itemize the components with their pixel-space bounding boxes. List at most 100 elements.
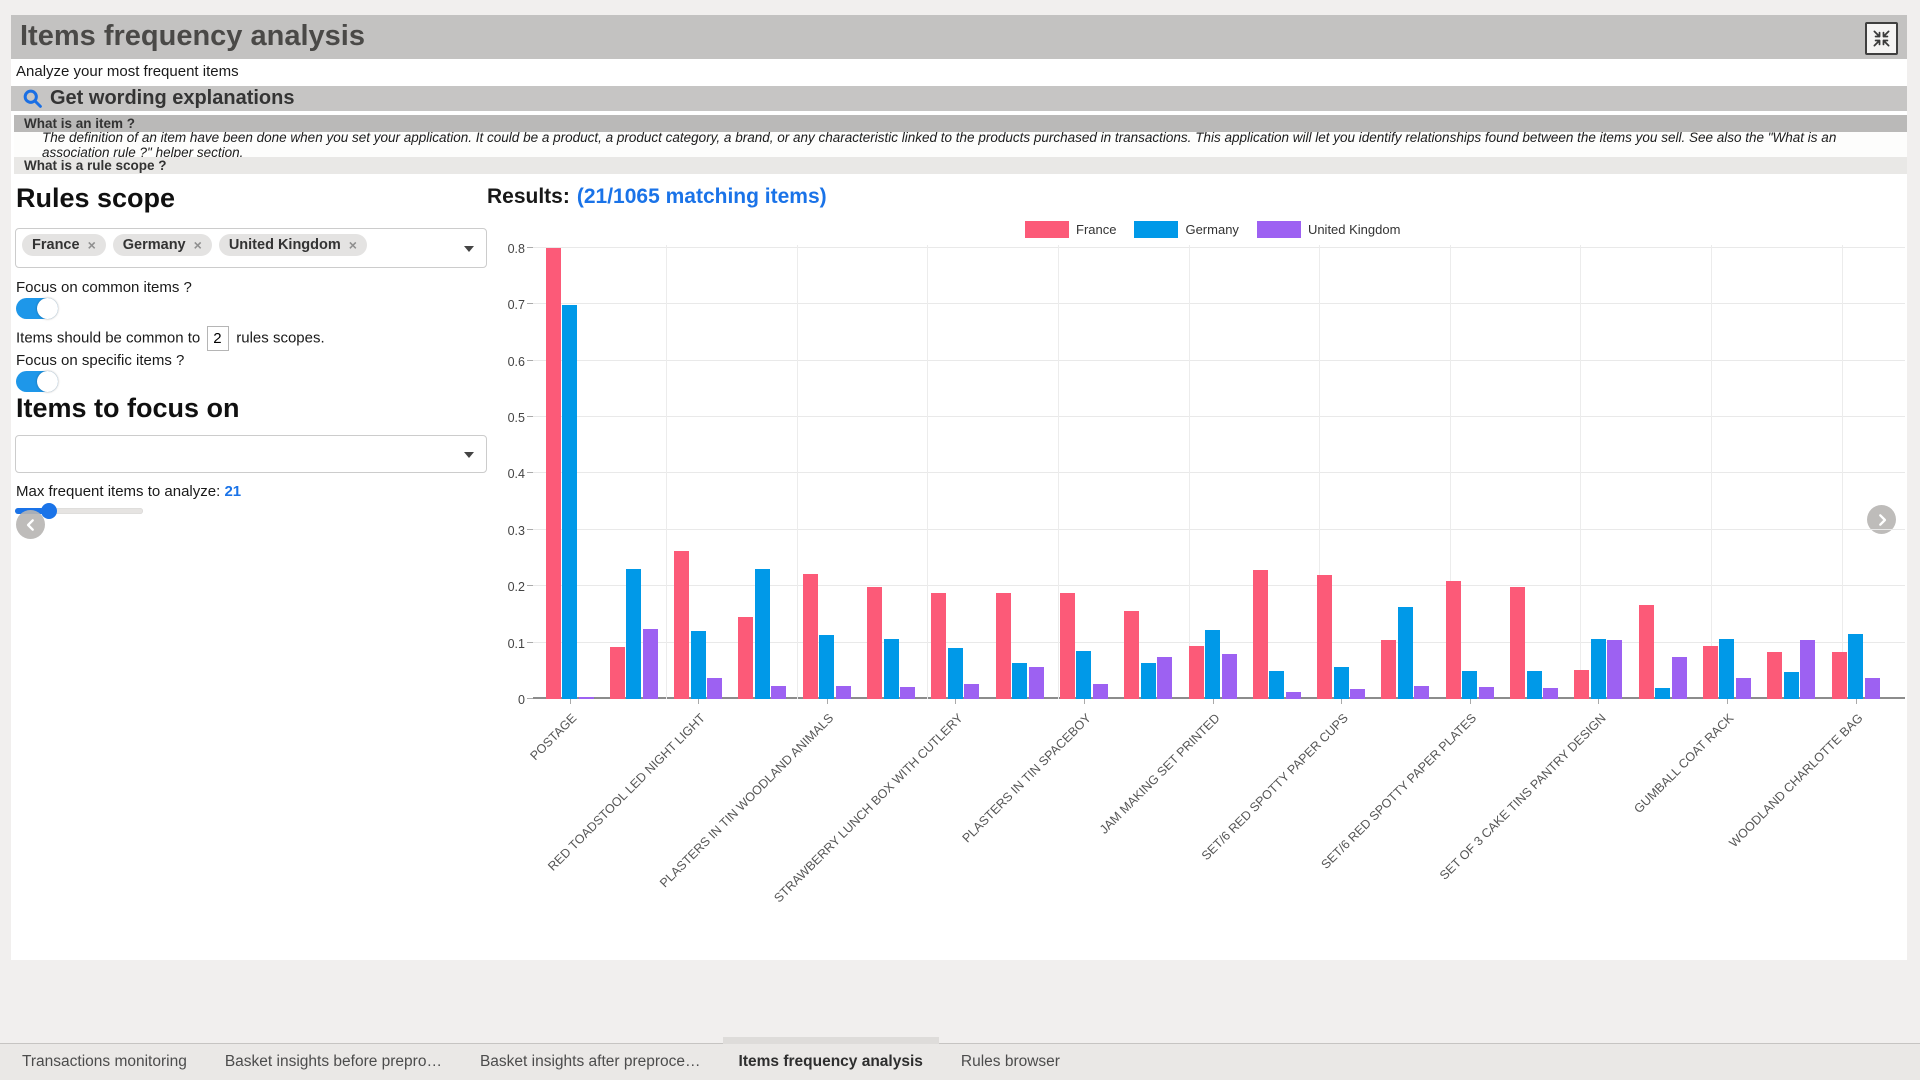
remove-scope-icon[interactable]: × (348, 237, 357, 253)
y-tick-mark (527, 416, 533, 417)
bar-germany-13 (1333, 667, 1349, 699)
bar-france-13 (1317, 574, 1333, 699)
bar-france-15 (1445, 581, 1461, 699)
x-tick-label: GUMBALL COAT RACK (1631, 711, 1737, 817)
bar-france-6 (867, 587, 882, 699)
bar-france-4 (738, 617, 754, 699)
tab-basket-insights-after-preproce[interactable]: Basket insights after preproce… (479, 1053, 701, 1070)
v-gridline (666, 245, 667, 699)
y-tick-mark (527, 472, 533, 474)
app-tab-bar: Transactions monitoring Basket insights b… (0, 1037, 1920, 1080)
y-tick-label: 0 (518, 693, 525, 707)
bar-germany-2 (626, 569, 642, 699)
y-tick-label: 0.7 (507, 298, 525, 313)
tab-rules-browser[interactable]: Rules browser (960, 1053, 1060, 1070)
v-gridline (1580, 245, 1582, 699)
v-gridline (1841, 245, 1843, 699)
scope-chip-france[interactable]: France × (22, 234, 106, 256)
common-count-input[interactable] (207, 326, 230, 351)
legend-item-germany[interactable]: Germany (1134, 221, 1239, 238)
tab-items-frequency-analysis[interactable]: Items frequency analysis (722, 1037, 940, 1071)
x-tick-mark (1083, 699, 1085, 704)
bar-germany-8 (1012, 663, 1028, 699)
helper-what-is-an-item[interactable]: What is an item ? (14, 115, 1907, 132)
x-tick-mark (698, 699, 700, 704)
bar-germany-15 (1462, 671, 1478, 699)
bar-chart: 0 0.1 0.2 0.3 0.4 0.5 0.6 0.7 0.8 POSTAGE RED TOAD… (508, 242, 1905, 905)
bar-germany-18 (1655, 688, 1671, 699)
collapse-button[interactable] (1865, 22, 1898, 55)
tab-basket-insights-before-prepro[interactable]: Basket insights before prepro… (224, 1053, 442, 1070)
bar-united-kingdom-6 (900, 687, 915, 699)
x-tick-label: SET/6 RED SPOTTY PAPER PLATES (1318, 711, 1480, 872)
bar-germany-3 (690, 630, 706, 699)
tab-transactions-monitoring[interactable]: Transactions monitoring (22, 1053, 187, 1070)
v-gridline (1057, 245, 1059, 699)
bar-united-kingdom-18 (1671, 657, 1687, 699)
bar-france-1 (545, 247, 561, 699)
wording-explanations-button[interactable]: Get wording explanations (11, 86, 1907, 111)
remove-scope-icon[interactable]: × (87, 237, 96, 253)
scope-chip-germany[interactable]: Germany × (112, 234, 212, 256)
wording-explanations-label: Get wording explanations (50, 87, 295, 109)
focus-common-label: Focus on common items ? (16, 279, 192, 296)
results-heading: Results: (21/1065 matching items) (487, 185, 827, 209)
x-tick-mark (569, 699, 571, 704)
bar-france-11 (1188, 645, 1204, 699)
bar-germany-5 (819, 634, 835, 699)
bar-united-kingdom-7 (964, 684, 980, 699)
y-tick-label: 0.4 (507, 467, 525, 482)
legend-item-united-kingdom[interactable]: United Kingdom (1256, 221, 1401, 238)
remove-scope-icon[interactable]: × (193, 237, 202, 253)
bar-france-5 (802, 574, 818, 699)
y-tick-mark (527, 303, 533, 305)
item-definition-text: The definition of an item have been done… (14, 130, 1907, 160)
title-bar: Items frequency analysis (11, 15, 1907, 59)
collapse-arrows-icon (1873, 30, 1890, 47)
bar-france-14 (1381, 640, 1397, 699)
chevron-down-icon[interactable] (464, 452, 474, 458)
focus-common-toggle[interactable] (16, 298, 58, 319)
v-gridline (1188, 245, 1190, 699)
max-items-value: 21 (224, 483, 242, 500)
chevron-left-icon (26, 518, 34, 531)
bar-france-10 (1124, 611, 1140, 699)
h-gridline (533, 416, 1905, 417)
bar-germany-6 (883, 638, 899, 699)
bar-germany-9 (1076, 651, 1092, 699)
bar-france-12 (1252, 569, 1268, 699)
scope-chip-list: France × Germany × United Kingdom × (16, 229, 486, 261)
helper-what-is-a-rule-scope[interactable]: What is a rule scope ? (14, 157, 1907, 174)
y-tick-label: 0.2 (507, 580, 525, 595)
x-tick-mark (1469, 699, 1471, 704)
bar-france-16 (1510, 587, 1525, 699)
slider-handle[interactable] (41, 503, 57, 519)
v-gridline (1319, 245, 1321, 699)
bar-france-19 (1702, 645, 1718, 699)
legend-item-france[interactable]: France (1025, 221, 1116, 238)
content-card: Items frequency analysis Analyze your mo… (11, 15, 1907, 960)
common-count-sentence: Items should be common to rules scopes. (16, 326, 325, 351)
y-tick-mark (527, 246, 533, 248)
toggle-knob (37, 298, 58, 319)
y-tick-mark (527, 359, 533, 361)
bar-united-kingdom-15 (1478, 687, 1494, 699)
items-to-focus-heading: Items to focus on (16, 393, 240, 423)
legend-label: United Kingdom (1307, 222, 1401, 237)
focus-specific-toggle[interactable] (16, 371, 58, 392)
bar-germany-4 (754, 568, 770, 699)
x-tick-label: PLASTERS IN TIN SPACEBOY (959, 711, 1094, 846)
items-focus-dropdown[interactable] (15, 435, 487, 473)
page-subtitle: Analyze your most frequent items (16, 63, 239, 80)
x-tick-label: SET/6 RED SPOTTY PAPER CUPS (1198, 711, 1352, 864)
scope-chip-united-kingdom[interactable]: United Kingdom × (218, 234, 367, 256)
carousel-left-button[interactable] (16, 510, 45, 539)
chevron-down-icon[interactable] (464, 246, 474, 252)
rules-scope-dropdown[interactable]: France × Germany × United Kingdom × (15, 228, 487, 268)
x-tick-mark (826, 699, 828, 704)
matching-items-link[interactable]: (21/1065 matching items) (576, 185, 827, 208)
bar-united-kingdom-16 (1543, 687, 1558, 699)
x-tick-label: JAM MAKING SET PRINTED (1096, 711, 1223, 837)
bar-united-kingdom-3 (707, 677, 723, 699)
page-title: Items frequency analysis (20, 20, 365, 52)
